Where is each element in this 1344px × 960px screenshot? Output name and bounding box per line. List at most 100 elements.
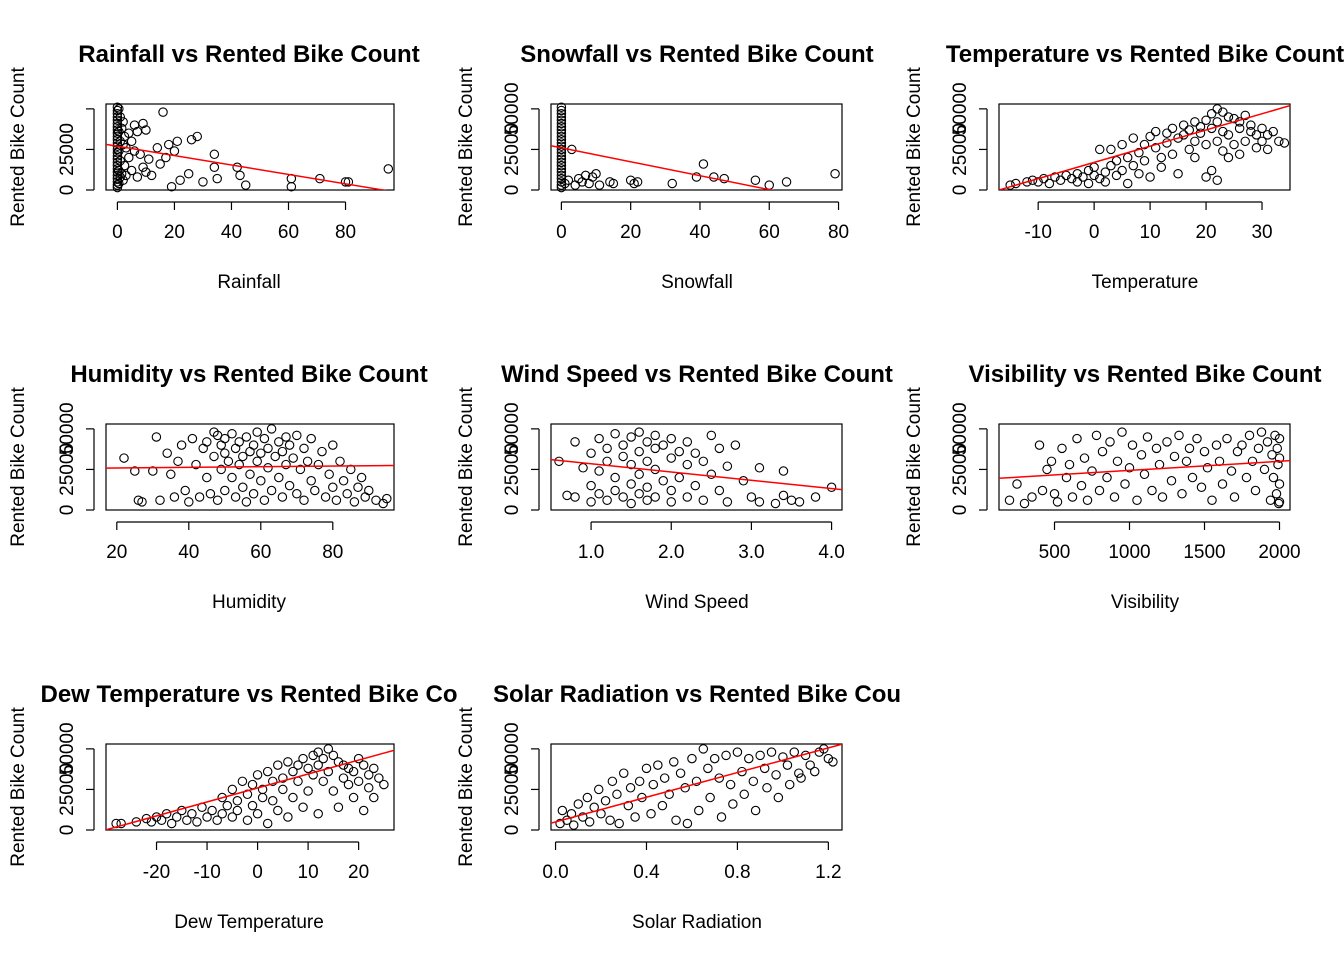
data-point xyxy=(383,164,394,174)
data-point xyxy=(626,479,636,489)
data-point xyxy=(1034,440,1045,450)
data-point xyxy=(634,776,645,787)
data-point xyxy=(1150,126,1161,137)
data-point xyxy=(1147,485,1157,496)
data-point xyxy=(284,480,295,491)
data-point xyxy=(217,809,227,819)
data-point xyxy=(714,443,725,454)
data-point xyxy=(746,492,757,502)
data-point xyxy=(1139,469,1150,480)
regression-line xyxy=(999,104,1290,190)
data-point xyxy=(674,446,685,457)
data-point xyxy=(562,490,572,501)
data-point xyxy=(1142,432,1153,442)
data-point xyxy=(1166,476,1177,486)
data-point xyxy=(205,489,216,499)
data-point xyxy=(281,459,291,470)
data-point xyxy=(1201,139,1211,150)
data-point xyxy=(1097,446,1108,457)
data-point xyxy=(1067,173,1077,184)
x-tick-label: 20 xyxy=(164,222,185,243)
data-point xyxy=(568,820,579,830)
data-point xyxy=(183,169,194,179)
data-point xyxy=(698,159,709,169)
data-point xyxy=(1042,464,1052,475)
data-point xyxy=(212,173,222,184)
data-point xyxy=(582,792,593,803)
y-tick-label: 25000 xyxy=(950,443,971,496)
data-point xyxy=(730,440,741,450)
regression-line xyxy=(551,144,775,190)
data-point xyxy=(356,472,367,483)
x-axis-label: Temperature xyxy=(1092,272,1199,293)
data-point xyxy=(584,817,595,827)
plot-panel: Visibility vs Rented Bike Count 500 1000 15… xyxy=(904,361,1321,613)
data-point xyxy=(187,433,198,444)
y-axis-label: Rented Bike Count xyxy=(8,387,29,547)
plot-title: Dew Temperature vs Rented Bike Co xyxy=(40,681,457,708)
x-tick-label: 60 xyxy=(250,542,271,563)
data-point xyxy=(586,448,596,458)
data-point xyxy=(556,121,567,132)
data-point xyxy=(602,495,612,506)
data-point xyxy=(764,180,774,190)
data-point xyxy=(659,773,670,783)
x-tick-label: 20 xyxy=(106,542,127,563)
data-point xyxy=(1124,463,1135,473)
y-tick-label: 0 xyxy=(57,505,78,516)
data-point xyxy=(626,459,636,470)
y-tick-label: 25000 xyxy=(502,443,523,496)
data-point xyxy=(1246,120,1256,130)
data-point xyxy=(608,178,619,189)
data-point xyxy=(698,495,709,506)
x-tick-label: 1.0 xyxy=(578,542,604,563)
data-point xyxy=(112,105,123,116)
data-point xyxy=(222,800,233,811)
data-point xyxy=(766,747,777,757)
data-point xyxy=(232,162,242,173)
data-point xyxy=(1150,143,1161,153)
data-point xyxy=(1207,495,1217,506)
data-point xyxy=(364,485,374,496)
y-axis-label: Rented Bike Count xyxy=(904,387,925,547)
data-point xyxy=(212,815,222,826)
data-point xyxy=(728,799,738,809)
data-point xyxy=(299,443,309,454)
plot-panel: Rainfall vs Rented Bike Count 0 20 40 60 80 0 2… xyxy=(8,41,420,293)
x-tick-label: 0.8 xyxy=(724,862,750,883)
data-point xyxy=(1106,144,1116,155)
data-point xyxy=(1162,437,1172,447)
data-point xyxy=(1128,133,1139,143)
data-point xyxy=(556,151,567,161)
data-point xyxy=(690,480,701,491)
data-point xyxy=(770,498,781,509)
data-point xyxy=(338,773,349,783)
data-point xyxy=(1167,149,1178,160)
plot-frame xyxy=(105,423,395,511)
data-point xyxy=(1027,492,1037,502)
y-tick-label: 25000 xyxy=(502,123,523,176)
data-point xyxy=(1027,175,1038,186)
data-point xyxy=(556,102,567,112)
data-point xyxy=(1076,480,1087,491)
y-tick-label: 25000 xyxy=(57,123,78,176)
plot-title: Rainfall vs Rented Bike Count xyxy=(78,41,419,68)
regression-line xyxy=(551,744,842,824)
data-point xyxy=(1240,136,1250,147)
data-point xyxy=(1145,172,1155,182)
data-point xyxy=(556,160,567,171)
y-tick-label: 0 xyxy=(502,825,523,836)
data-point xyxy=(1083,178,1094,189)
data-point xyxy=(270,451,280,462)
data-point xyxy=(754,497,765,507)
data-point xyxy=(1184,125,1195,135)
data-point xyxy=(744,753,754,764)
data-point xyxy=(625,175,636,186)
y-tick-label: 0 xyxy=(57,185,78,196)
data-point xyxy=(241,497,252,507)
x-tick-label: -10 xyxy=(193,862,220,883)
data-point xyxy=(650,492,660,502)
data-point xyxy=(698,744,709,754)
data-point xyxy=(217,792,227,803)
data-point xyxy=(343,779,354,790)
